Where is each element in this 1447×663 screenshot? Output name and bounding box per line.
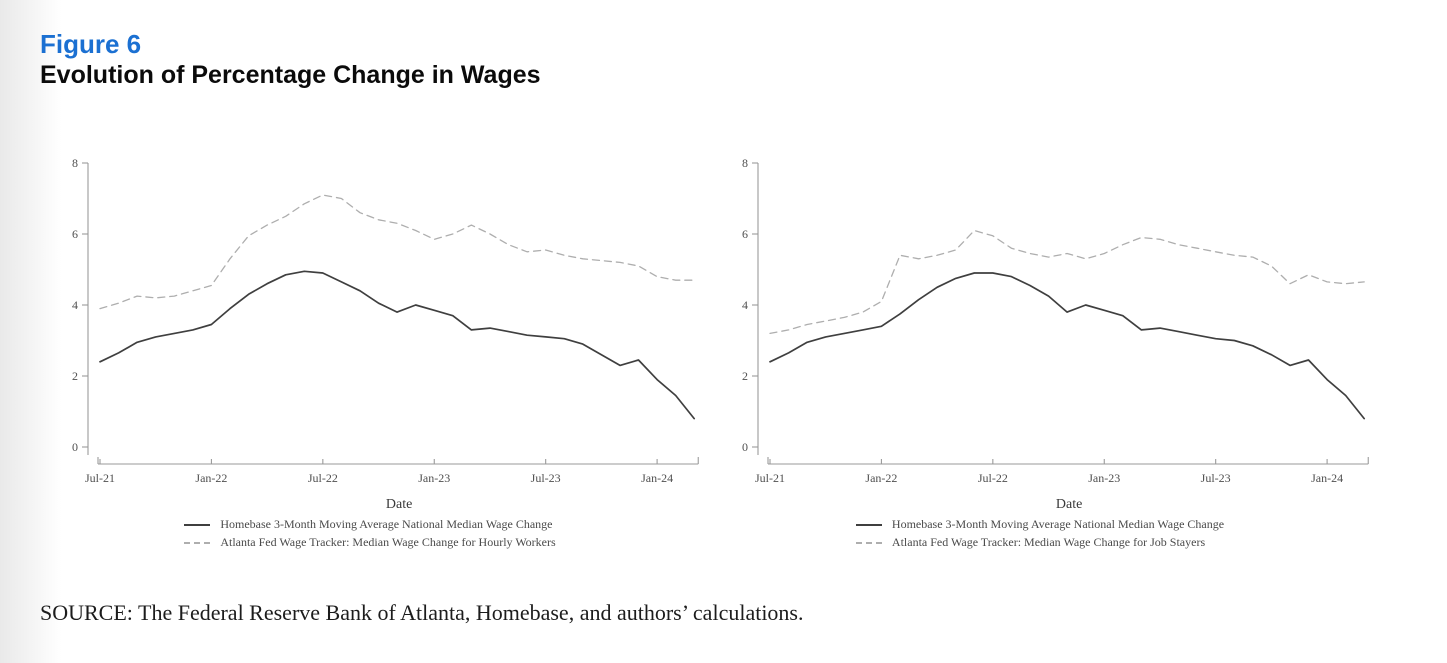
figure-number-label: Figure 6 [40,29,142,59]
x-tick-label: Jan-23 [418,471,450,485]
x-tick-label: Jul-21 [85,471,115,485]
y-tick-label: 2 [72,369,78,383]
legend-left: Homebase 3-Month Moving Average National… [30,517,710,550]
legend-item-atlanta-fed: Atlanta Fed Wage Tracker: Median Wage Ch… [855,535,1224,550]
y-tick-label: 8 [72,156,78,170]
y-tick-label: 4 [742,298,748,312]
legend-label: Atlanta Fed Wage Tracker: Median Wage Ch… [220,535,556,549]
solid-line-icon [184,523,211,526]
dashed-line-icon [855,541,882,544]
source-note: SOURCE: The Federal Reserve Bank of Atla… [40,600,804,625]
x-tick-label: Jul-22 [308,471,338,485]
series-line-solid [769,272,1366,420]
y-tick-label: 0 [72,440,78,454]
y-tick-label: 4 [72,298,78,312]
x-tick-label: Jan-22 [865,471,897,485]
y-tick-label: 6 [72,227,78,241]
x-tick-label: Jan-24 [1311,471,1343,485]
y-tick-label: 8 [742,156,748,170]
figure-header: Figure 6 Evolution of Percentage Change … [40,29,541,91]
wage-chart-hourly-workers: 0 2 4 6 8 Jul-21 Jan-22 Jul-22 Jan-23 Jul-23 Jan-2… [72,156,699,512]
solid-line-icon [855,523,882,526]
legend-item-homebase: Homebase 3-Month Moving Average National… [855,517,1225,532]
legend-right: Homebase 3-Month Moving Average National… [700,517,1380,550]
y-tick-label: 6 [742,227,748,241]
x-tick-label: Jul-21 [755,471,785,485]
legend-item-atlanta-fed: Atlanta Fed Wage Tracker: Median Wage Ch… [184,535,556,550]
dashed-line-icon [184,541,211,544]
x-tick-label: Jul-23 [531,471,561,485]
x-tick-label: Jul-22 [978,471,1008,485]
legend-item-homebase: Homebase 3-Month Moving Average National… [184,517,555,532]
wage-chart-job-stayers: 0 2 4 6 8 Jul-21 Jan-22 Jul-22 Jan-23 Jul-23 Jan-2… [742,156,1369,512]
legend-label: Atlanta Fed Wage Tracker: Median Wage Ch… [891,535,1206,549]
series-line-dashed [769,229,1365,335]
legend-label: Homebase 3-Month Moving Average National… [220,517,553,531]
figure-title: Evolution of Percentage Change in Wages [40,60,541,89]
y-tick-label: 0 [742,440,748,454]
x-axis-title: Date [386,497,412,512]
x-tick-label: Jan-24 [641,471,673,485]
x-tick-label: Jul-23 [1201,471,1231,485]
legend-label: Homebase 3-Month Moving Average National… [891,517,1225,531]
x-axis-title: Date [1056,497,1082,512]
y-tick-label: 2 [742,369,748,383]
series-line-dashed [99,194,695,310]
x-tick-label: Jan-22 [195,471,227,485]
series-line-solid [99,270,696,420]
x-tick-label: Jan-23 [1088,471,1120,485]
